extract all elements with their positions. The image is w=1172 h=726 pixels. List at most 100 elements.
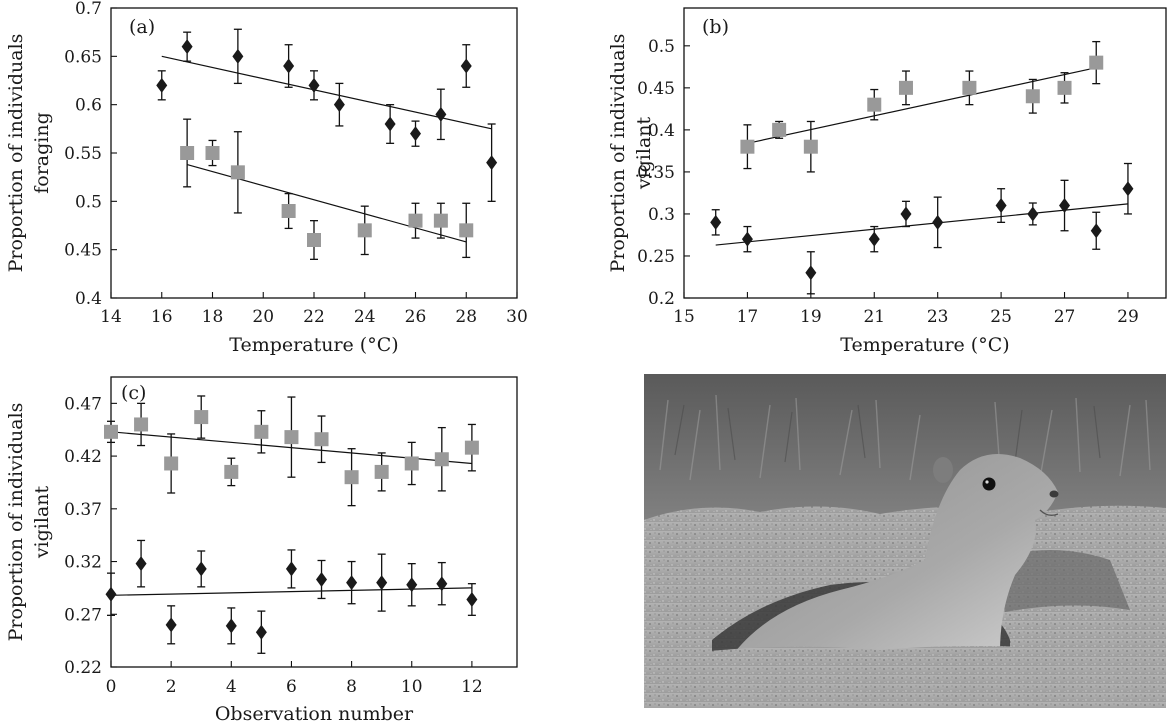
data-point-square [224, 464, 239, 479]
data-point-diamond [1027, 206, 1039, 222]
data-point-diamond [316, 571, 328, 587]
data-point-diamond [308, 77, 320, 93]
y-tick-label: 0.27 [64, 605, 102, 625]
panel-a-foraging-vs-temperature: 14 16 18 20 22 24 26 28 30 0.4 0.45 0.5 0.55 0.6 0.65 0… [5, 0, 528, 356]
data-point-diamond [333, 97, 345, 113]
panel-label: (a) [129, 16, 155, 38]
y-axis-title-line2: foraging [31, 112, 53, 194]
data-point-diamond [435, 106, 447, 122]
x-tick-label: 6 [286, 677, 297, 697]
data-point-square [194, 410, 209, 425]
x-tick-label: 22 [303, 307, 325, 327]
data-point-square [254, 424, 269, 439]
data-point-diamond [232, 48, 244, 64]
x-tick-label: 15 [673, 307, 695, 327]
x-tick-label: 4 [226, 677, 237, 697]
y-tick-label: 0.45 [64, 241, 102, 261]
diamond-series [156, 28, 498, 202]
x-tick-label: 20 [252, 307, 274, 327]
data-point-diamond [868, 231, 880, 247]
data-point-diamond [255, 624, 267, 640]
prairie-dog-photo [644, 374, 1166, 708]
data-point-diamond [741, 231, 753, 247]
data-point-diamond [285, 561, 297, 577]
data-point-diamond [195, 561, 207, 577]
data-point-square [408, 213, 423, 228]
x-tick-label: 8 [346, 677, 357, 697]
trend-line [186, 164, 467, 243]
panel-label: (c) [121, 382, 146, 404]
data-point-diamond [410, 126, 421, 142]
y-axis-title-line2: vigilant [31, 485, 53, 559]
data-point-diamond [156, 77, 168, 93]
square-series [740, 40, 1104, 173]
y-tick-label: 0.32 [64, 553, 102, 573]
data-point-square [307, 233, 321, 247]
data-point-square [230, 165, 245, 180]
data-point-diamond [995, 198, 1007, 214]
plot-frame [683, 7, 1167, 299]
data-point-diamond [1122, 181, 1134, 197]
y-tick-label: 0.6 [75, 96, 102, 116]
y-tick-label: 0.47 [64, 394, 102, 414]
y-axis-title-line1: Proportion of individuals [5, 34, 27, 273]
data-point-square [464, 440, 479, 455]
data-point-diamond [406, 577, 418, 593]
y-tick-label: 0.22 [64, 658, 102, 678]
y-tick-label: 0.7 [75, 0, 102, 19]
x-tick-label: 27 [1054, 307, 1076, 327]
x-tick-label: 18 [202, 307, 224, 327]
data-point-diamond [805, 265, 817, 281]
data-point-diamond [460, 58, 472, 74]
data-point-diamond [225, 618, 237, 634]
data-point-diamond [165, 617, 177, 633]
data-point-diamond [486, 155, 498, 171]
x-tick-label: 17 [737, 307, 759, 327]
x-axis-title: Temperature (°C) [840, 334, 1009, 356]
data-point-diamond [181, 39, 193, 55]
x-tick-label: 19 [800, 307, 822, 327]
y-tick-label: 0.35 [637, 163, 675, 183]
x-axis-title: Observation number [215, 703, 414, 725]
data-point-diamond [346, 575, 358, 591]
y-tick-label: 0.37 [64, 500, 102, 520]
data-point-square [314, 432, 329, 447]
panel-b-vigilance-vs-temperature: 15 17 19 21 23 25 27 29 0.2 0.25 0.3 0.35 0.4 0.45 0.5… [607, 7, 1167, 356]
x-tick-label: 23 [927, 307, 949, 327]
data-point-square [962, 80, 977, 95]
data-point-square [404, 456, 419, 471]
data-point-square [357, 223, 372, 238]
y-tick-label: 0.45 [637, 79, 675, 99]
y-tick-label: 0.2 [648, 289, 675, 309]
y-tick-label: 0.25 [637, 247, 675, 267]
data-point-square [1025, 89, 1040, 104]
square-series [104, 395, 479, 507]
data-point-square [284, 430, 299, 445]
data-point-square [459, 223, 474, 238]
y-tick-label: 0.3 [648, 205, 675, 225]
data-point-square [434, 452, 449, 467]
y-axis-title-line2: vigilant [633, 116, 655, 190]
panel-c-vigilance-vs-observation: 0 2 4 6 8 10 12 0.22 0.27 0.32 0.37 0.42 0.47 Observa… [5, 376, 518, 725]
y-tick-label: 0.5 [75, 192, 102, 212]
data-point-square [867, 97, 882, 112]
data-point-diamond [105, 586, 117, 602]
data-point-square [374, 464, 389, 479]
x-tick-label: 30 [506, 307, 528, 327]
data-point-square [433, 213, 448, 228]
square-series [180, 118, 474, 260]
y-axis-title-line1: Proportion of individuals [607, 34, 629, 273]
data-point-square [180, 146, 195, 160]
data-point-square [803, 139, 818, 154]
data-point-diamond [466, 592, 478, 608]
data-point-diamond [900, 206, 912, 222]
data-point-square [772, 122, 787, 137]
plot-frame [110, 376, 518, 668]
y-tick-label: 0.5 [648, 37, 675, 57]
x-tick-label: 10 [401, 677, 423, 697]
trend-line [161, 55, 492, 130]
data-point-diamond [932, 214, 944, 230]
data-point-square [104, 424, 118, 439]
data-point-square [281, 204, 296, 218]
